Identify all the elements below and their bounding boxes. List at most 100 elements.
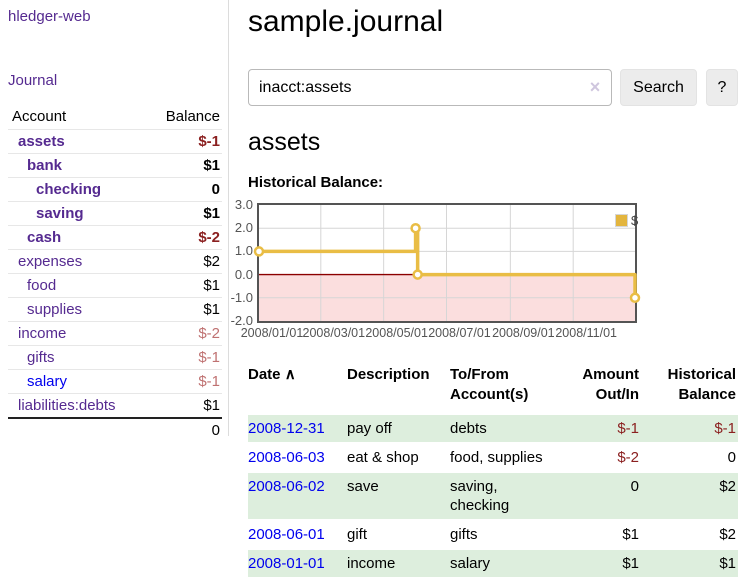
- account-balance: $-1: [145, 345, 222, 370]
- account-row: checking 0: [8, 177, 222, 202]
- register-date-cell: 2008-06-01: [248, 519, 347, 549]
- sort-asc-icon: ∧: [284, 366, 296, 383]
- sidebar-item-journal[interactable]: Journal: [8, 72, 58, 89]
- chart-canvas: [253, 205, 641, 321]
- x-axis-tick: 2008/05/01: [365, 326, 428, 340]
- accounts-header-row: Account Balance: [8, 104, 222, 130]
- register-accounts-cell: saving, checking: [450, 471, 565, 520]
- account-name-cell: salary: [8, 369, 146, 394]
- app-title-link[interactable]: hledger-web: [8, 8, 91, 25]
- account-link[interactable]: expenses: [18, 253, 83, 270]
- account-link[interactable]: saving: [36, 205, 84, 222]
- help-button[interactable]: ?: [706, 69, 738, 106]
- page-title: sample.journal: [248, 5, 444, 38]
- account-name-cell: liabilities:debts: [8, 393, 146, 418]
- accounts-table: Account Balance assets $-1 bank $1 checking 0…: [8, 104, 222, 442]
- register-accounts-cell: food, supplies: [450, 442, 565, 472]
- register-header-row: Date ∧ Description To/From Account(s) Amount…: [248, 363, 738, 414]
- register-description-cell: eat & shop: [347, 442, 450, 472]
- account-link[interactable]: checking: [36, 181, 102, 198]
- account-row: expenses $2: [8, 249, 222, 274]
- account-row: cash $-2: [8, 225, 222, 250]
- account-balance: $1: [145, 273, 222, 298]
- chart-label: Historical Balance:: [248, 174, 384, 191]
- chart-legend: $: [615, 214, 638, 227]
- account-name-cell: saving: [8, 201, 146, 226]
- register-balance-cell: $2: [641, 471, 738, 520]
- sidebar: hledger-web Journal Account Balance asse…: [0, 0, 229, 442]
- account-link[interactable]: income: [18, 325, 67, 342]
- y-axis-tick: -1.0: [230, 289, 253, 305]
- accounts-col-balance: Balance: [165, 108, 220, 125]
- chart-plot-area[interactable]: $: [253, 203, 641, 323]
- account-row: saving $1: [8, 201, 222, 226]
- x-axis-tick: 2008/07/01: [428, 326, 491, 340]
- y-axis-tick: 0.0: [234, 266, 253, 282]
- accounts-total-balance: 0: [145, 417, 222, 442]
- search-input[interactable]: [248, 69, 612, 106]
- register-col-date[interactable]: Date ∧: [248, 366, 296, 383]
- register-date-cell: 2008-06-03: [248, 442, 347, 472]
- register-description-cell: pay off: [347, 413, 450, 443]
- account-name-cell: income: [8, 321, 146, 346]
- account-balance: $-2: [145, 321, 222, 346]
- register-description-cell: income: [347, 548, 450, 577]
- register-col-amount: Amount Out/In: [582, 366, 639, 403]
- account-balance: $-2: [145, 225, 222, 250]
- account-balance: 0: [145, 177, 222, 202]
- main-content: sample.journal × Search ? assets Histori…: [231, 0, 742, 577]
- transaction-date-link[interactable]: 2008-01-01: [248, 555, 325, 572]
- register-amount-cell: $-2: [565, 442, 641, 472]
- y-axis-tick: 1.0: [234, 243, 253, 259]
- register-row: 2008-06-03 eat & shop food, supplies $-2 0: [248, 442, 738, 472]
- account-title: assets: [248, 128, 321, 156]
- transaction-date-link[interactable]: 2008-06-03: [248, 449, 325, 466]
- transaction-date-link[interactable]: 2008-12-31: [248, 420, 325, 437]
- account-row: supplies $1: [8, 297, 222, 322]
- clear-search-icon[interactable]: ×: [589, 77, 601, 97]
- register-amount-cell: 0: [565, 471, 641, 520]
- account-row: gifts $-1: [8, 345, 222, 370]
- x-axis-tick: 2008/01/01: [240, 326, 304, 340]
- account-link[interactable]: gifts: [27, 349, 55, 366]
- account-name-cell: assets: [8, 129, 146, 154]
- register-col-description: Description: [347, 366, 430, 383]
- account-name-cell: food: [8, 273, 146, 298]
- account-link[interactable]: bank: [27, 157, 63, 174]
- account-balance: $1: [145, 393, 222, 418]
- account-name-cell: gifts: [8, 345, 146, 370]
- accounts-total-row: 0: [8, 417, 222, 442]
- register-accounts-cell: gifts: [450, 519, 565, 549]
- account-balance: $2: [145, 249, 222, 274]
- y-axis-tick: 2.0: [234, 220, 253, 236]
- transaction-date-link[interactable]: 2008-06-02: [248, 478, 325, 495]
- account-link[interactable]: supplies: [27, 301, 83, 318]
- account-link[interactable]: food: [27, 277, 57, 294]
- account-row: liabilities:debts $1: [8, 393, 222, 418]
- account-link[interactable]: salary: [27, 373, 68, 390]
- transaction-date-link[interactable]: 2008-06-01: [248, 526, 325, 543]
- register-date-cell: 2008-01-01: [248, 548, 347, 577]
- account-link[interactable]: liabilities:debts: [18, 397, 116, 414]
- register-amount-cell: $-1: [565, 413, 641, 443]
- register-date-cell: 2008-06-02: [248, 471, 347, 520]
- register-date-cell: 2008-12-31: [248, 413, 347, 443]
- register-balance-cell: 0: [641, 442, 738, 472]
- account-name-cell: supplies: [8, 297, 146, 322]
- account-balance: $1: [145, 297, 222, 322]
- register-row: 2008-06-01 gift gifts $1 $2: [248, 519, 738, 549]
- account-row: bank $1: [8, 153, 222, 178]
- search-form: × Search ?: [248, 69, 742, 106]
- accounts-col-account: Account: [12, 108, 67, 125]
- register-balance-cell: $1: [641, 548, 738, 577]
- account-balance: $-1: [145, 129, 222, 154]
- search-button[interactable]: Search: [620, 69, 697, 106]
- account-link[interactable]: cash: [27, 229, 62, 246]
- account-link[interactable]: assets: [18, 133, 65, 150]
- account-row: food $1: [8, 273, 222, 298]
- register-amount-cell: $1: [565, 548, 641, 577]
- x-axis-tick: 2008/11/01: [555, 326, 617, 340]
- register-col-tofrom: To/From Account(s): [450, 366, 529, 403]
- register-description-cell: gift: [347, 519, 450, 549]
- account-name-cell: cash: [8, 225, 146, 250]
